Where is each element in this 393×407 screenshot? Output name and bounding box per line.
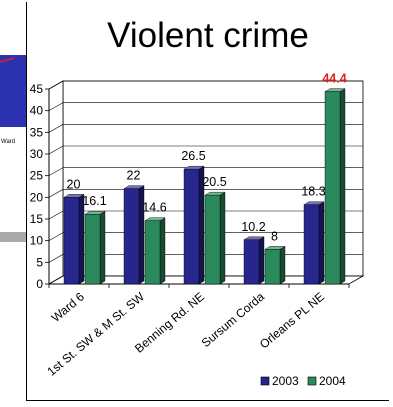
bar-2004-2 [144,217,166,285]
chart-y-ticks: 0 5 10 15 20 25 30 35 40 45 [30,82,49,291]
legend-label-2004: 2004 [319,374,346,388]
chart-gridline [48,102,363,111]
bar-front [84,214,101,285]
category-label: Orleans PL NE [257,290,327,352]
bar-side [339,88,346,285]
legend-swatch-2003 [260,376,270,386]
category-label: 1st St. SW & M St. SW [44,289,147,379]
value-label-2004-1: 16.1 [82,194,106,208]
bar-front [243,239,260,285]
chart-gridline [48,124,363,133]
y-tick-label: 5 [36,255,43,269]
legend-swatch-2004 [307,376,317,386]
chart-gridlines [48,80,363,285]
background-partial-label: Ward [1,139,15,145]
chart-legend: 2003 2004 [260,374,346,388]
value-label-2004-3: 20.5 [202,175,226,189]
chart-gridline [48,232,363,241]
y-tick-label: 0 [36,277,43,291]
chart-gridline [48,145,363,155]
chart-gridline [48,80,363,90]
background-chart-line [0,57,15,63]
value-label-2004-4: 8 [271,229,278,243]
bar-side [159,217,166,285]
background-gray-bar [0,232,30,242]
category-label: Ward 6 [49,289,88,325]
bar-2004-4 [264,245,286,285]
y-tick-label: 35 [30,125,44,139]
bar-side [99,210,106,285]
bar-side [219,191,226,285]
value-label-2003-5: 18.3 [301,185,325,199]
chart-bars [63,88,346,285]
bar-side [258,236,265,285]
bar-2004-1 [84,210,106,285]
bar-2003-2 [123,185,145,285]
bar-2004-3 [204,191,226,285]
chart-title: Violent crime [107,16,309,55]
chart-panel: Violent crime 0 5 10 15 20 25 30 35 40 45 20 16.1 2… [26,2,389,401]
bar-side [318,201,325,285]
chart-gridline [48,189,363,198]
bar-front [324,91,341,285]
legend-label-2003: 2003 [272,374,299,388]
chart-gridline [48,210,363,220]
y-tick-label: 30 [30,147,44,161]
y-tick-label: 45 [30,82,44,96]
bar-front [144,220,161,285]
bar-front [303,204,320,285]
bar-2003-4 [243,236,265,285]
value-label-2003-3: 26.5 [181,149,205,163]
y-tick-label: 25 [30,169,44,183]
value-label-2003-4: 10.2 [241,220,265,234]
bar-front [123,188,140,285]
bar-side [279,245,286,285]
y-tick-label: 10 [30,234,44,248]
value-label-2004-2: 14.6 [142,201,166,215]
bar-front [264,249,281,285]
bar-front [204,194,221,285]
bar-2003-3 [183,165,205,285]
background-chart-bar [0,55,30,127]
chart-gridline [48,167,363,176]
bar-2004-5 [324,88,346,285]
y-tick-label: 20 [30,190,44,204]
chart-side-wall [48,80,64,285]
bar-2003-1 [63,193,85,285]
y-tick-label: 15 [30,212,44,226]
y-tick-label: 40 [30,104,44,118]
bar-2003-5 [303,201,325,285]
bar-front [183,168,200,285]
bar-front [63,197,80,285]
value-label-2004-5: 44.4 [322,72,346,86]
value-label-2003-1: 20 [67,177,81,191]
value-label-2003-2: 22 [127,169,141,183]
